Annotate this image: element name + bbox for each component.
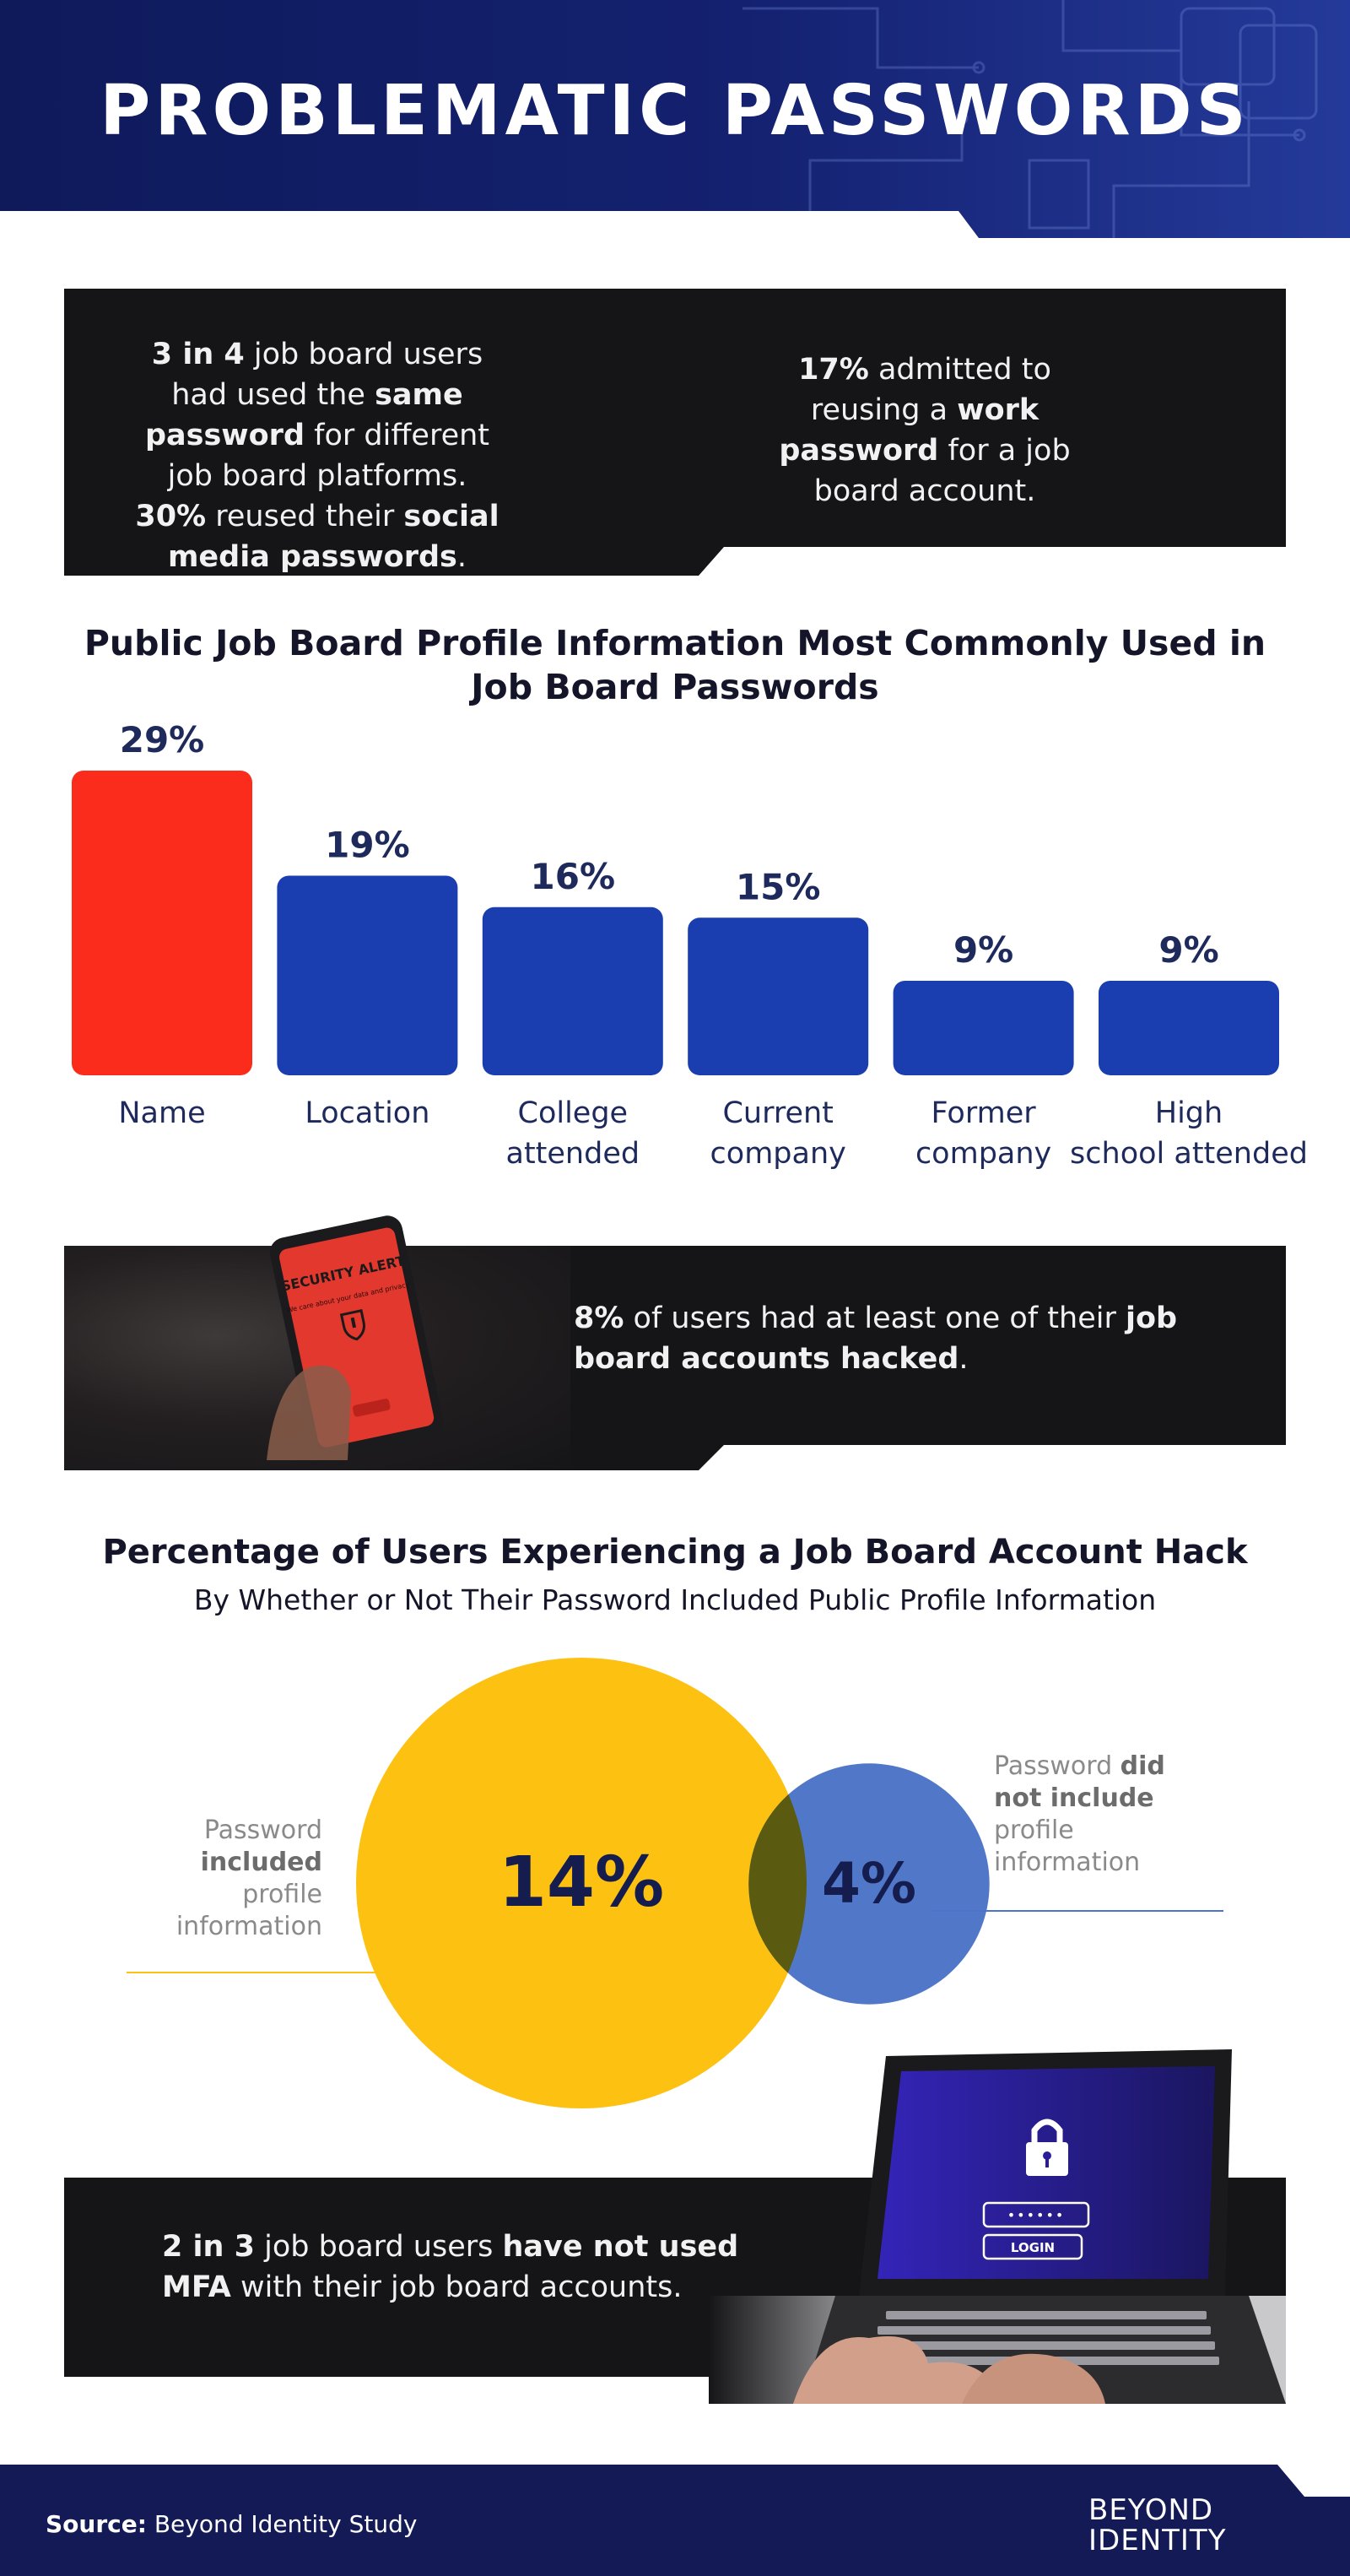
padlock-icon: [1026, 2119, 1068, 2176]
password-reuse-panel: 3 in 4 job board users had used the same…: [64, 289, 1286, 576]
page-title: PROBLEMATIC PASSWORDS: [100, 71, 1250, 151]
bar-value-label: 15%: [736, 866, 821, 907]
beyond-identity-logo: BEYOND IDENTITY: [1088, 2495, 1257, 2556]
bar-location: [277, 875, 458, 1075]
bar-former-company: [893, 980, 1074, 1075]
bar-category-label: College: [518, 1096, 629, 1130]
bar-category-label: Former: [932, 1096, 1037, 1130]
bar-category-label: High: [1155, 1096, 1223, 1130]
bar-value-label: 9%: [953, 929, 1013, 971]
bar-value-label: 16%: [531, 856, 616, 897]
logo-line-2: IDENTITY: [1088, 2524, 1227, 2557]
bar-category-label: company: [915, 1137, 1051, 1171]
header-banner: PROBLEMATIC PASSWORDS: [0, 0, 1350, 238]
bar-value-label: 19%: [325, 824, 410, 865]
profile-info-bar-chart: 29% Name 19% Location 16% College attended 15% C…: [72, 719, 1308, 1171]
work-password-stat-text: 17% admitted to reusing a work password …: [779, 353, 1071, 508]
logo-line-1: BEYOND: [1088, 2493, 1214, 2527]
hack-bubble-chart: 14% 4%: [127, 1658, 1223, 2108]
source-text: Beyond Identity Study: [154, 2510, 418, 2538]
circuit-pattern-icon: [742, 0, 1318, 238]
bar-college-attended: [482, 906, 663, 1075]
not-included-bubble: [748, 1763, 990, 2005]
bar-category-label: attended: [506, 1137, 640, 1171]
hack-chart-subtitle: By Whether or Not Their Password Include…: [193, 1583, 1157, 1616]
reuse-stat-text: 3 in 4 job board users had used the same…: [135, 338, 500, 574]
included-bubble: [356, 1658, 807, 2108]
password-mask: ••••••: [1007, 2207, 1066, 2223]
mfa-stat-text: 2 in 3 job board users have not used MFA…: [162, 2230, 739, 2304]
bar-current-company: [688, 917, 869, 1075]
included-value-label: 14%: [499, 1843, 664, 1923]
bar-value-label: 29%: [120, 719, 205, 760]
bar-high-school-attended: [1099, 980, 1279, 1075]
hack-chart-title: Percentage of Users Experiencing a Job B…: [102, 1533, 1248, 1572]
bar-category-label: school attended: [1070, 1137, 1308, 1171]
source-line: Source: Beyond Identity Study: [46, 2510, 417, 2538]
not-included-info-label: Password did not include profile informa…: [994, 1751, 1165, 1877]
included-info-label: Password included profile information: [176, 1816, 322, 1941]
not-included-value-label: 4%: [822, 1851, 916, 1916]
shield-alert-icon: [339, 1309, 365, 1341]
bar-value-label: 9%: [1158, 929, 1218, 971]
bar-name: [72, 770, 252, 1075]
login-button-label: LOGIN: [1011, 2240, 1055, 2255]
laptop-login-image: •••••• LOGIN: [709, 2049, 1286, 2404]
source-label: Source:: [46, 2510, 147, 2538]
footer-bar: Source: Beyond Identity Study BEYOND IDE…: [0, 2465, 1350, 2576]
hacked-stat-text: 8% of users had at least one of their jo…: [574, 1302, 1178, 1376]
phone-security-alert-image: SECURITY ALERT We care about your data a…: [267, 1215, 444, 1460]
bar-category-label: Location: [305, 1096, 429, 1130]
bar-category-label: Current: [722, 1096, 833, 1130]
bar-category-label: Name: [118, 1096, 205, 1130]
bar-category-label: company: [710, 1137, 846, 1171]
bar-chart-title: Public Job Board Profile Information Mos…: [84, 623, 1266, 707]
accounts-hacked-panel: 8% of users had at least one of their jo…: [64, 1246, 1286, 1470]
